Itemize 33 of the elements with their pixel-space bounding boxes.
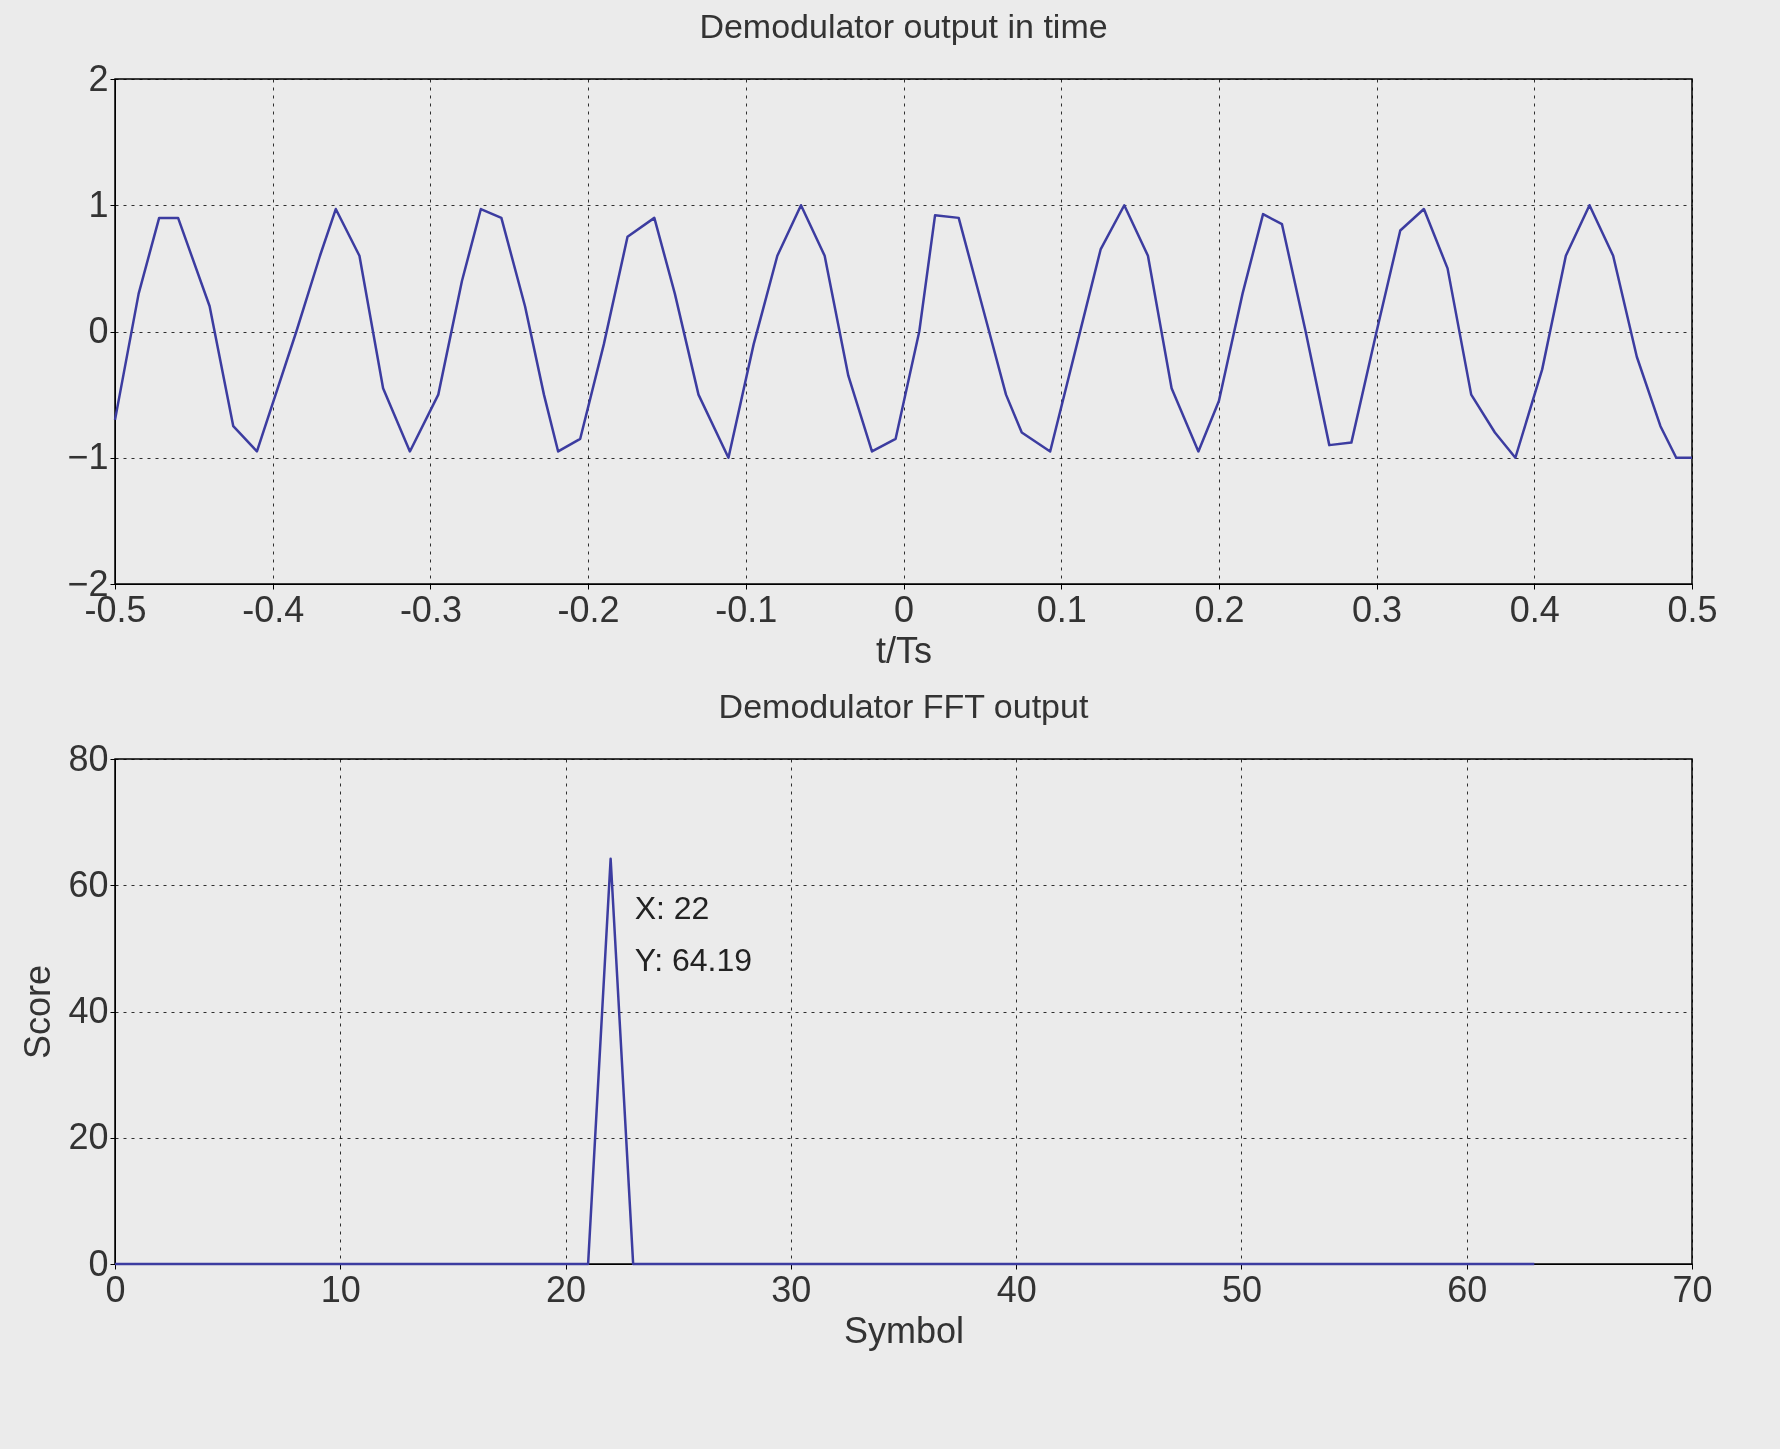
x-tick-label: 0.4 <box>1509 588 1560 630</box>
y-tick-label: 0 <box>88 310 109 351</box>
line-series <box>113 204 1694 459</box>
y-tick-label: 2 <box>88 57 109 99</box>
x-tick-label: 30 <box>771 1268 812 1310</box>
chart-title: Demodulator output in time <box>699 7 1108 45</box>
annotation: Y: 64.19 <box>634 941 753 978</box>
x-tick-label: 20 <box>546 1268 587 1310</box>
x-tick-label: 0.3 <box>1352 588 1403 630</box>
x-tick-label: 0 <box>893 588 915 630</box>
x-tick-label: -0.4 <box>242 588 305 630</box>
x-tick-label: 70 <box>1672 1268 1713 1310</box>
y-tick-label: 80 <box>68 737 109 779</box>
chart-title: Demodulator FFT output <box>718 687 1089 725</box>
y-axis-title: Score <box>17 964 59 1060</box>
y-tick-label: 60 <box>68 863 109 905</box>
y-tick-label: 1 <box>88 183 109 225</box>
x-tick-label: -0.1 <box>715 588 778 630</box>
x-tick-label: -0.2 <box>557 588 620 630</box>
x-tick-label: -0.3 <box>399 588 462 630</box>
x-axis-title: Symbol <box>843 1309 965 1351</box>
x-tick-label: 0.2 <box>1194 588 1245 630</box>
x-axis-title: t/Ts <box>875 629 933 671</box>
x-tick-label: 10 <box>320 1268 361 1310</box>
x-tick-label: 0.5 <box>1667 588 1718 630</box>
y-tick-label: 40 <box>68 990 109 1031</box>
annotation: X: 22 <box>634 889 710 926</box>
y-tick-label: 20 <box>68 1116 109 1158</box>
y-tick-label: −1 <box>67 436 109 478</box>
x-tick-label: 40 <box>996 1268 1037 1310</box>
x-tick-label: 50 <box>1221 1268 1262 1310</box>
x-tick-label: 60 <box>1447 1268 1488 1310</box>
x-tick-label: 0.1 <box>1036 588 1087 630</box>
